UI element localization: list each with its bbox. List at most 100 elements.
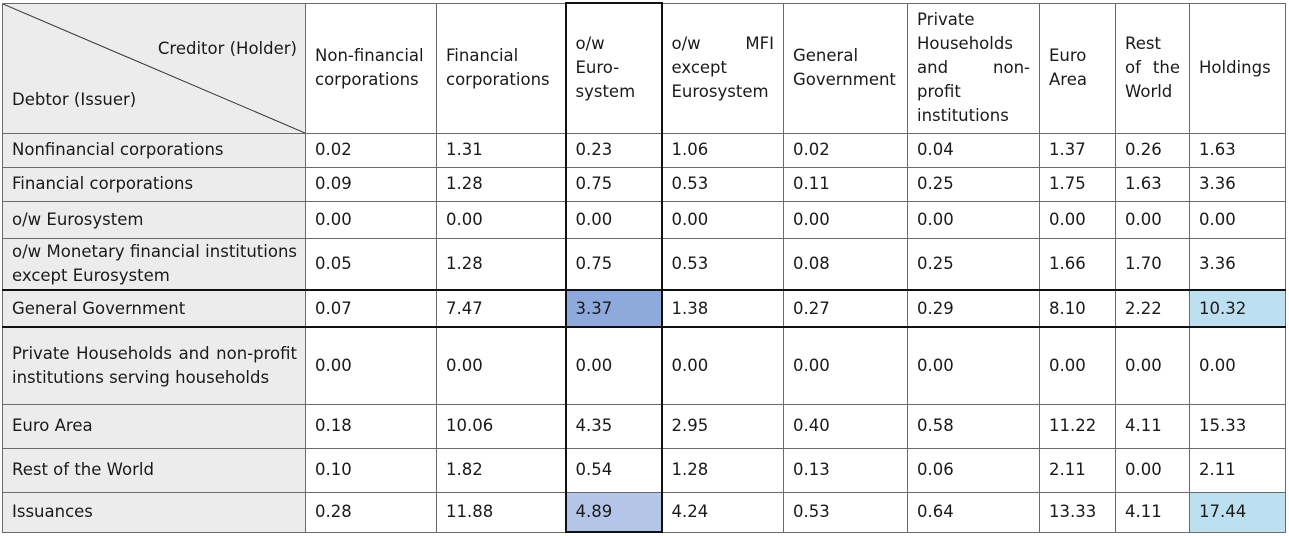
table-cell: 1.37: [1039, 132, 1116, 168]
table-cell: 11.88: [436, 491, 566, 533]
table-cell: 1.70: [1115, 237, 1190, 291]
table-cell: 0.06: [907, 447, 1040, 493]
row-header-private-households-and-non-profit-institutions-serving-households: Private Households and non-profit instit…: [2, 326, 306, 405]
table-cell: 1.31: [436, 132, 566, 168]
col-header-rest-of-world: Rest of the World: [1115, 2, 1190, 134]
table-cell: 0.11: [783, 166, 908, 202]
table-cell: 0.29: [907, 289, 1040, 328]
row-header-o-w-eurosystem: o/w Eurosystem: [2, 200, 306, 239]
table-cell: 0.00: [436, 326, 566, 405]
table-cell: 0.00: [1189, 200, 1286, 239]
table-cell: 3.36: [1189, 237, 1286, 291]
table-row: Financial corporations 0.09 1.28 0.75 0.53 0.…: [2, 166, 1286, 202]
table-cell: 4.89: [564, 491, 663, 533]
table-cell: 0.08: [783, 237, 908, 291]
row-header-rest-of-the-world: Rest of the World: [2, 447, 306, 493]
table-cell: 0.27: [783, 289, 908, 328]
table-cell: 0.25: [907, 237, 1040, 291]
table-cell: 1.63: [1189, 132, 1286, 168]
table-cell: 8.10: [1039, 289, 1116, 328]
col-header-eurosystem: o/w Euro-system: [564, 2, 663, 134]
table-cell: 0.00: [305, 326, 437, 405]
table-row: Nonfinancial corporations 0.02 1.31 0.23 1.0…: [2, 132, 1286, 168]
table-cell: 2.95: [661, 403, 784, 449]
table-cell: 0.53: [783, 491, 908, 533]
table-cell: 1.82: [436, 447, 566, 493]
table-cell: 0.00: [1115, 447, 1190, 493]
table-cell: 0.00: [1189, 326, 1286, 405]
diagonal-line: [3, 4, 305, 133]
creditor-label: Creditor (Holder): [157, 38, 297, 58]
table-cell: 0.40: [783, 403, 908, 449]
table-cell: 7.47: [436, 289, 566, 328]
table-cell: 0.53: [661, 237, 784, 291]
row-header-nonfinancial-corporations: Nonfinancial corporations: [2, 132, 306, 168]
table-cell: 0.07: [305, 289, 437, 328]
table-cell: 15.33: [1189, 403, 1286, 449]
row-header-issuances: Issuances: [2, 491, 306, 533]
col-header-nonfinancial: Non-financial corporations: [305, 2, 437, 134]
table-cell: 0.00: [564, 326, 663, 405]
col-header-mfi: o/w MFI except Eurosystem: [661, 2, 784, 134]
table-row: Private Households and non-profit instit…: [2, 326, 1286, 405]
table-cell: 0.00: [564, 200, 663, 239]
table-cell: 4.11: [1115, 491, 1190, 533]
table-cell: 2.11: [1039, 447, 1116, 493]
table-cell: 0.54: [564, 447, 663, 493]
table-cell: 0.18: [305, 403, 437, 449]
table-cell: 0.25: [907, 166, 1040, 202]
header-row: Creditor (Holder) Debtor (Issuer) Non-fi…: [2, 2, 1286, 134]
table-cell: 0.13: [783, 447, 908, 493]
table-cell: 4.24: [661, 491, 784, 533]
table-cell: 1.28: [436, 166, 566, 202]
table-cell: 0.00: [1039, 200, 1116, 239]
table-cell: 0.02: [305, 132, 437, 168]
corner-cell: Creditor (Holder) Debtor (Issuer): [2, 2, 306, 134]
table-cell: 11.22: [1039, 403, 1116, 449]
table-cell: 4.11: [1115, 403, 1190, 449]
row-header-euro-area: Euro Area: [2, 403, 306, 449]
col-header-general-government: General Government: [783, 2, 908, 134]
table-cell: 0.58: [907, 403, 1040, 449]
table-cell: 0.75: [564, 166, 663, 202]
table-row: Euro Area 0.18 10.06 4.35 2.95 0.40 0.58 11.22 4…: [2, 403, 1286, 449]
table-cell: 0.00: [1115, 326, 1190, 405]
table-cell: 1.28: [661, 447, 784, 493]
table-cell: 0.23: [564, 132, 663, 168]
row-header-general-government: General Government: [2, 289, 306, 328]
table-cell: 0.09: [305, 166, 437, 202]
row-header-financial-corporations: Financial corporations: [2, 166, 306, 202]
table-cell: 10.06: [436, 403, 566, 449]
table-cell: 0.05: [305, 237, 437, 291]
table-cell: 1.75: [1039, 166, 1116, 202]
table-cell: 0.00: [783, 326, 908, 405]
table-cell: 1.63: [1115, 166, 1190, 202]
table-cell: 4.35: [564, 403, 663, 449]
table-row: Rest of the World 0.10 1.82 0.54 1.28 0.13 0.0…: [2, 447, 1286, 493]
table-cell: 0.02: [783, 132, 908, 168]
table-cell: 0.53: [661, 166, 784, 202]
debtor-label: Debtor (Issuer): [12, 89, 137, 109]
table-cell: 0.00: [436, 200, 566, 239]
table-cell: 0.00: [907, 326, 1040, 405]
table-row: General Government 0.07 7.47 3.37 1.38 0.27 0.…: [2, 289, 1286, 328]
table-cell: 0.00: [1115, 200, 1190, 239]
table-row: o/w Monetary financial institutions exce…: [2, 237, 1286, 291]
table-cell: 0.26: [1115, 132, 1190, 168]
col-header-holdings: Holdings: [1189, 2, 1286, 134]
table-cell: 0.00: [783, 200, 908, 239]
col-header-euro-area: Euro Area: [1039, 2, 1116, 134]
table-cell: 0.00: [1039, 326, 1116, 405]
row-header-o-w-monetary-financial-institutions-except-eurosystem: o/w Monetary financial institutions exce…: [2, 237, 306, 291]
table-cell: 0.75: [564, 237, 663, 291]
col-header-financial: Financial corporations: [436, 2, 566, 134]
table-cell: 0.00: [661, 200, 784, 239]
table-cell: 0.28: [305, 491, 437, 533]
table-cell: 0.04: [907, 132, 1040, 168]
table-cell: 3.37: [564, 289, 663, 328]
table-cell: 0.00: [661, 326, 784, 405]
table-cell: 1.06: [661, 132, 784, 168]
table-cell: 1.66: [1039, 237, 1116, 291]
table-cell: 3.36: [1189, 166, 1286, 202]
